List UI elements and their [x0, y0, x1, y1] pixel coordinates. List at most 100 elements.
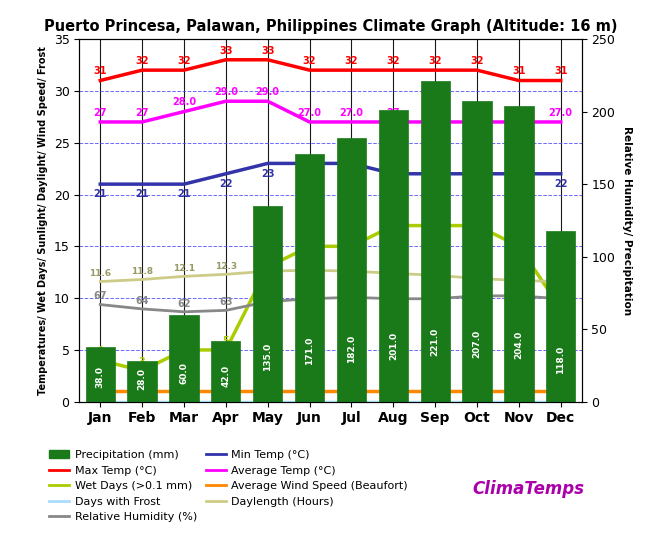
Text: 33: 33 [219, 46, 233, 56]
Text: 12.6: 12.6 [256, 259, 279, 268]
Text: 13: 13 [261, 253, 274, 263]
Text: 73: 73 [512, 283, 525, 293]
Text: 12.2: 12.2 [424, 263, 446, 272]
Text: 23: 23 [261, 169, 274, 179]
Text: 42.0: 42.0 [221, 365, 230, 387]
Text: 12.7: 12.7 [299, 258, 321, 267]
Text: 23: 23 [344, 169, 358, 179]
Text: ClimaTemps: ClimaTemps [473, 480, 585, 498]
Text: 60.0: 60.0 [180, 362, 188, 384]
Text: 22: 22 [219, 179, 233, 189]
Text: 21: 21 [177, 189, 191, 199]
Text: 11.9: 11.9 [466, 266, 488, 275]
Text: 72: 72 [344, 284, 358, 294]
Text: 1: 1 [474, 381, 480, 389]
Text: 15: 15 [303, 232, 317, 242]
Text: 22: 22 [554, 179, 568, 189]
Text: 1: 1 [558, 381, 564, 389]
Bar [295, 153, 324, 402]
Text: 5: 5 [223, 336, 229, 346]
Text: 0: 0 [516, 392, 522, 401]
Text: 0: 0 [348, 392, 354, 401]
Text: 62: 62 [177, 299, 191, 309]
Text: 135.0: 135.0 [263, 343, 272, 371]
Text: 1: 1 [97, 381, 103, 389]
Bar [463, 102, 492, 402]
Text: 38.0: 38.0 [96, 366, 104, 388]
Text: 32: 32 [303, 56, 317, 66]
Text: 71: 71 [387, 286, 400, 296]
Y-axis label: Temperatures/ Wet Days/ Sunlight/ Daylight/ Wind Speed/ Frost: Temperatures/ Wet Days/ Sunlight/ Daylig… [38, 46, 48, 395]
Text: 31: 31 [512, 66, 525, 76]
Text: 32: 32 [177, 56, 191, 66]
Text: 5: 5 [180, 336, 187, 346]
Text: 15: 15 [344, 232, 358, 242]
Text: 21: 21 [93, 189, 107, 199]
Text: 29.0: 29.0 [214, 87, 238, 97]
Text: 33: 33 [261, 46, 274, 56]
Text: 0: 0 [432, 392, 438, 401]
Text: 27: 27 [93, 108, 107, 118]
Text: 28.0: 28.0 [172, 98, 196, 108]
Text: 32: 32 [470, 56, 484, 66]
Text: 0: 0 [390, 392, 397, 401]
Bar [336, 138, 366, 402]
Text: 27.0: 27.0 [340, 108, 364, 118]
Text: 31: 31 [93, 66, 107, 76]
Bar [169, 315, 198, 402]
Text: 0: 0 [223, 392, 229, 401]
Text: 182.0: 182.0 [347, 335, 356, 363]
Text: 1: 1 [432, 381, 438, 389]
Text: 1: 1 [139, 381, 145, 389]
Bar [86, 347, 115, 402]
Text: 27.0: 27.0 [507, 108, 531, 118]
Bar [546, 230, 575, 402]
Text: 1: 1 [390, 381, 397, 389]
Text: 1: 1 [181, 381, 187, 389]
Bar [504, 106, 533, 402]
Text: 15: 15 [512, 232, 525, 242]
Text: 64: 64 [136, 296, 149, 306]
Text: 1: 1 [516, 381, 522, 389]
Text: 29.0: 29.0 [256, 87, 280, 97]
Text: 71: 71 [554, 286, 568, 296]
Text: 69: 69 [261, 288, 274, 299]
Text: 27.0: 27.0 [423, 108, 447, 118]
Text: 1: 1 [223, 381, 229, 389]
Text: 11.7: 11.7 [508, 268, 530, 277]
Text: 0: 0 [307, 392, 313, 401]
Text: 0: 0 [474, 392, 480, 401]
Text: 17: 17 [428, 211, 442, 222]
Text: 22: 22 [512, 179, 525, 189]
Text: 0: 0 [264, 392, 271, 401]
Text: 27.0: 27.0 [465, 108, 489, 118]
Text: 0: 0 [139, 392, 145, 401]
Text: 22: 22 [470, 179, 484, 189]
Text: 27.0: 27.0 [297, 108, 321, 118]
Text: 4: 4 [97, 346, 104, 356]
Text: 67: 67 [93, 291, 107, 301]
Text: 17: 17 [470, 211, 484, 222]
Text: 12.4: 12.4 [382, 261, 405, 270]
Text: 32: 32 [344, 56, 358, 66]
Text: 0: 0 [558, 392, 564, 401]
Text: 1: 1 [307, 381, 313, 389]
Text: 9: 9 [557, 295, 564, 304]
Text: 204.0: 204.0 [514, 331, 524, 359]
Text: 0: 0 [97, 392, 103, 401]
Text: 11.6: 11.6 [550, 270, 572, 278]
Bar [128, 361, 157, 402]
Bar [379, 110, 408, 402]
Text: 22: 22 [387, 179, 400, 189]
Text: 31: 31 [554, 66, 568, 76]
Text: 32: 32 [387, 56, 400, 66]
Text: 27: 27 [136, 108, 149, 118]
Title: Puerto Princesa, Palawan, Philippines Climate Graph (Altitude: 16 m): Puerto Princesa, Palawan, Philippines Cl… [44, 19, 617, 33]
Text: 22: 22 [428, 179, 442, 189]
Text: 23: 23 [303, 169, 317, 179]
Text: 73: 73 [470, 283, 484, 293]
Text: 27: 27 [387, 108, 400, 118]
Y-axis label: Relative Humidity/ Precipitation: Relative Humidity/ Precipitation [622, 126, 632, 315]
Text: 0: 0 [181, 392, 187, 401]
Text: 3: 3 [139, 357, 145, 367]
